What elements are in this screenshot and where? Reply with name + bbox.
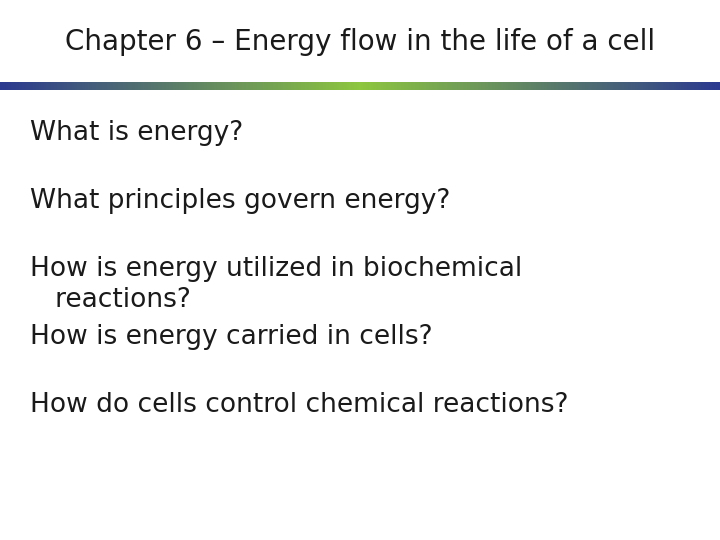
Text: How is energy carried in cells?: How is energy carried in cells? bbox=[30, 324, 433, 350]
Text: How do cells control chemical reactions?: How do cells control chemical reactions? bbox=[30, 392, 569, 418]
Text: How is energy utilized in biochemical
   reactions?: How is energy utilized in biochemical re… bbox=[30, 256, 522, 313]
Text: Chapter 6 – Energy flow in the life of a cell: Chapter 6 – Energy flow in the life of a… bbox=[65, 28, 655, 56]
Text: What principles govern energy?: What principles govern energy? bbox=[30, 188, 451, 214]
Text: What is energy?: What is energy? bbox=[30, 120, 243, 146]
